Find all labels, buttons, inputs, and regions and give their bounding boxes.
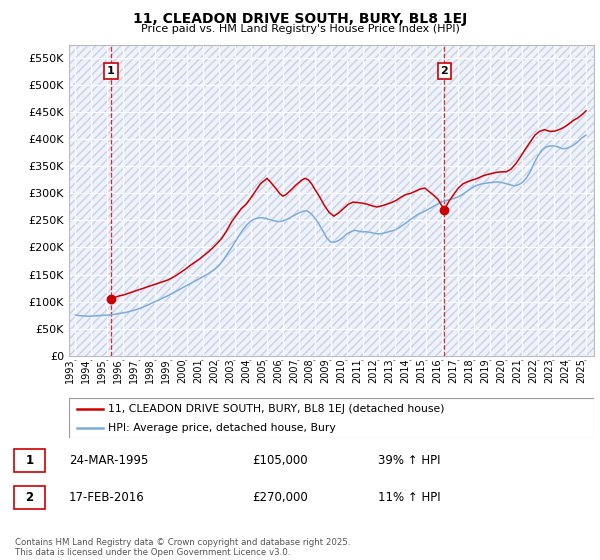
Text: 1994: 1994 <box>82 358 91 383</box>
Text: 2001: 2001 <box>193 358 203 383</box>
Text: 17-FEB-2016: 17-FEB-2016 <box>69 491 145 504</box>
Text: HPI: Average price, detached house, Bury: HPI: Average price, detached house, Bury <box>109 423 336 433</box>
Text: 2023: 2023 <box>544 358 554 383</box>
Text: 1999: 1999 <box>161 358 171 383</box>
Text: 2021: 2021 <box>512 358 522 383</box>
Text: 2010: 2010 <box>337 358 347 383</box>
Text: 2015: 2015 <box>416 358 427 383</box>
Text: 2017: 2017 <box>448 358 458 383</box>
Text: 2020: 2020 <box>496 358 506 383</box>
Text: 2014: 2014 <box>400 358 410 383</box>
Text: 39% ↑ HPI: 39% ↑ HPI <box>378 454 440 467</box>
Text: 1: 1 <box>107 66 115 76</box>
Text: Price paid vs. HM Land Registry's House Price Index (HPI): Price paid vs. HM Land Registry's House … <box>140 24 460 34</box>
Text: 2022: 2022 <box>528 358 538 383</box>
Text: 11, CLEADON DRIVE SOUTH, BURY, BL8 1EJ (detached house): 11, CLEADON DRIVE SOUTH, BURY, BL8 1EJ (… <box>109 404 445 414</box>
Text: £105,000: £105,000 <box>252 454 308 467</box>
Text: 1996: 1996 <box>113 358 123 383</box>
Text: £270,000: £270,000 <box>252 491 308 504</box>
Text: 2: 2 <box>440 66 448 76</box>
Text: 2: 2 <box>25 491 34 504</box>
Text: 2009: 2009 <box>321 358 331 383</box>
Text: 2008: 2008 <box>305 358 315 383</box>
Text: 2012: 2012 <box>368 358 379 383</box>
Text: 2000: 2000 <box>177 358 187 383</box>
Text: 2006: 2006 <box>273 358 283 383</box>
Text: 2024: 2024 <box>560 358 570 383</box>
Text: 11% ↑ HPI: 11% ↑ HPI <box>378 491 440 504</box>
Text: 2007: 2007 <box>289 358 299 383</box>
Text: 1998: 1998 <box>145 358 155 383</box>
Text: 2025: 2025 <box>576 358 586 383</box>
Text: 2016: 2016 <box>433 358 442 383</box>
Text: 2013: 2013 <box>385 358 395 383</box>
Text: 2002: 2002 <box>209 358 219 383</box>
Text: 11, CLEADON DRIVE SOUTH, BURY, BL8 1EJ: 11, CLEADON DRIVE SOUTH, BURY, BL8 1EJ <box>133 12 467 26</box>
Text: 1997: 1997 <box>129 358 139 383</box>
Text: Contains HM Land Registry data © Crown copyright and database right 2025.
This d: Contains HM Land Registry data © Crown c… <box>15 538 350 557</box>
Text: 2004: 2004 <box>241 358 251 383</box>
Text: 2011: 2011 <box>353 358 362 383</box>
Text: 2019: 2019 <box>480 358 490 383</box>
Text: 2003: 2003 <box>225 358 235 383</box>
Text: 24-MAR-1995: 24-MAR-1995 <box>69 454 148 467</box>
Text: 1993: 1993 <box>65 358 76 383</box>
Text: 1: 1 <box>25 454 34 467</box>
Text: 2005: 2005 <box>257 358 267 383</box>
Text: 2018: 2018 <box>464 358 475 383</box>
Text: 1995: 1995 <box>97 358 107 383</box>
